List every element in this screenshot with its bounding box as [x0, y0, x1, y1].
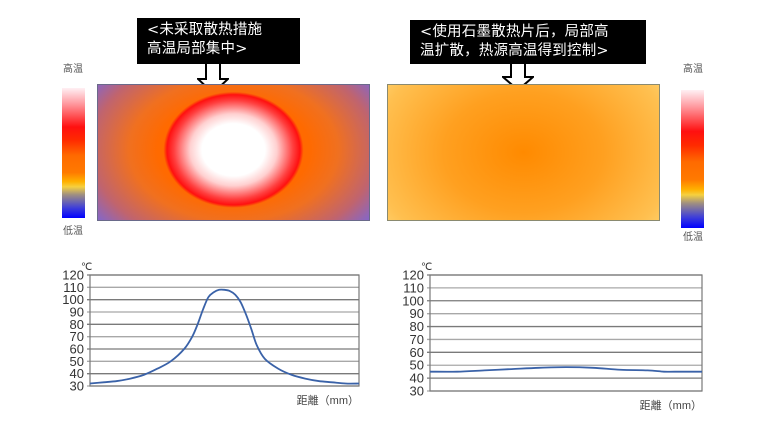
y-tick-label: 110 — [403, 280, 424, 295]
y-tick-label: 60 — [70, 342, 84, 357]
callout-left: <未采取散热措施 高温局部集中> — [137, 18, 300, 64]
y-tick-label: 80 — [70, 317, 84, 332]
heatmap-right — [387, 84, 660, 221]
heatmap-left — [97, 84, 370, 221]
y-tick-label: 40 — [70, 366, 84, 381]
x-axis-label: 距離（mm） — [640, 398, 702, 412]
colorbar-right-low-label: 低温 — [683, 232, 703, 243]
y-tick-label: 50 — [410, 358, 424, 373]
callout-right-line1: <使用石墨散热片后，局部高 — [420, 24, 609, 40]
down-arrow-icon — [502, 62, 534, 92]
plot-frame — [89, 274, 360, 387]
callout-right: <使用石墨散热片后，局部高 温扩散，热源高温得到控制> — [410, 20, 646, 64]
y-tick-label: 110 — [63, 280, 84, 295]
chart-left: 30 40 50 60 70 80 90 100 110 120 ℃ 距離（mm） — [50, 258, 370, 418]
y-tick-label: 30 — [70, 379, 84, 394]
y-tick-label: 60 — [410, 345, 424, 360]
colorbar-right — [681, 90, 704, 228]
y-tick-label: 90 — [410, 306, 424, 321]
y-tick-label: 40 — [410, 371, 424, 386]
colorbar-left — [62, 88, 85, 218]
y-tick-label: 50 — [70, 354, 84, 369]
colorbar-right-high-label: 高温 — [683, 64, 703, 75]
y-axis-unit-label: ℃ — [81, 262, 92, 273]
y-tick-label: 30 — [410, 384, 424, 399]
temperature-line — [429, 366, 702, 373]
y-tick-label: 70 — [70, 329, 84, 344]
callout-left-line1: <未采取散热措施 — [147, 22, 263, 38]
callout-right-line2: 温扩散，热源高温得到控制> — [420, 43, 609, 59]
x-axis-label: 距離（mm） — [297, 393, 359, 407]
temperature-line — [89, 288, 360, 385]
y-tick-label: 100 — [402, 293, 424, 308]
y-tick-label: 80 — [410, 319, 424, 334]
colorbar-left-low-label: 低温 — [63, 226, 83, 237]
y-tick-label: 70 — [410, 332, 424, 347]
chart-right: 30 40 50 60 70 80 90 100 110 120 ℃ 距離（mm） — [390, 258, 710, 418]
plot-frame — [429, 274, 703, 392]
colorbar-left-high-label: 高温 — [63, 64, 83, 75]
y-tick-label: 90 — [70, 305, 84, 320]
y-tick-label: 120 — [62, 268, 84, 283]
y-tick-label: 100 — [62, 292, 84, 307]
y-tick-label: 120 — [402, 268, 424, 283]
callout-left-line2: 高温局部集中> — [147, 41, 248, 57]
y-axis-unit-label: ℃ — [421, 262, 432, 273]
